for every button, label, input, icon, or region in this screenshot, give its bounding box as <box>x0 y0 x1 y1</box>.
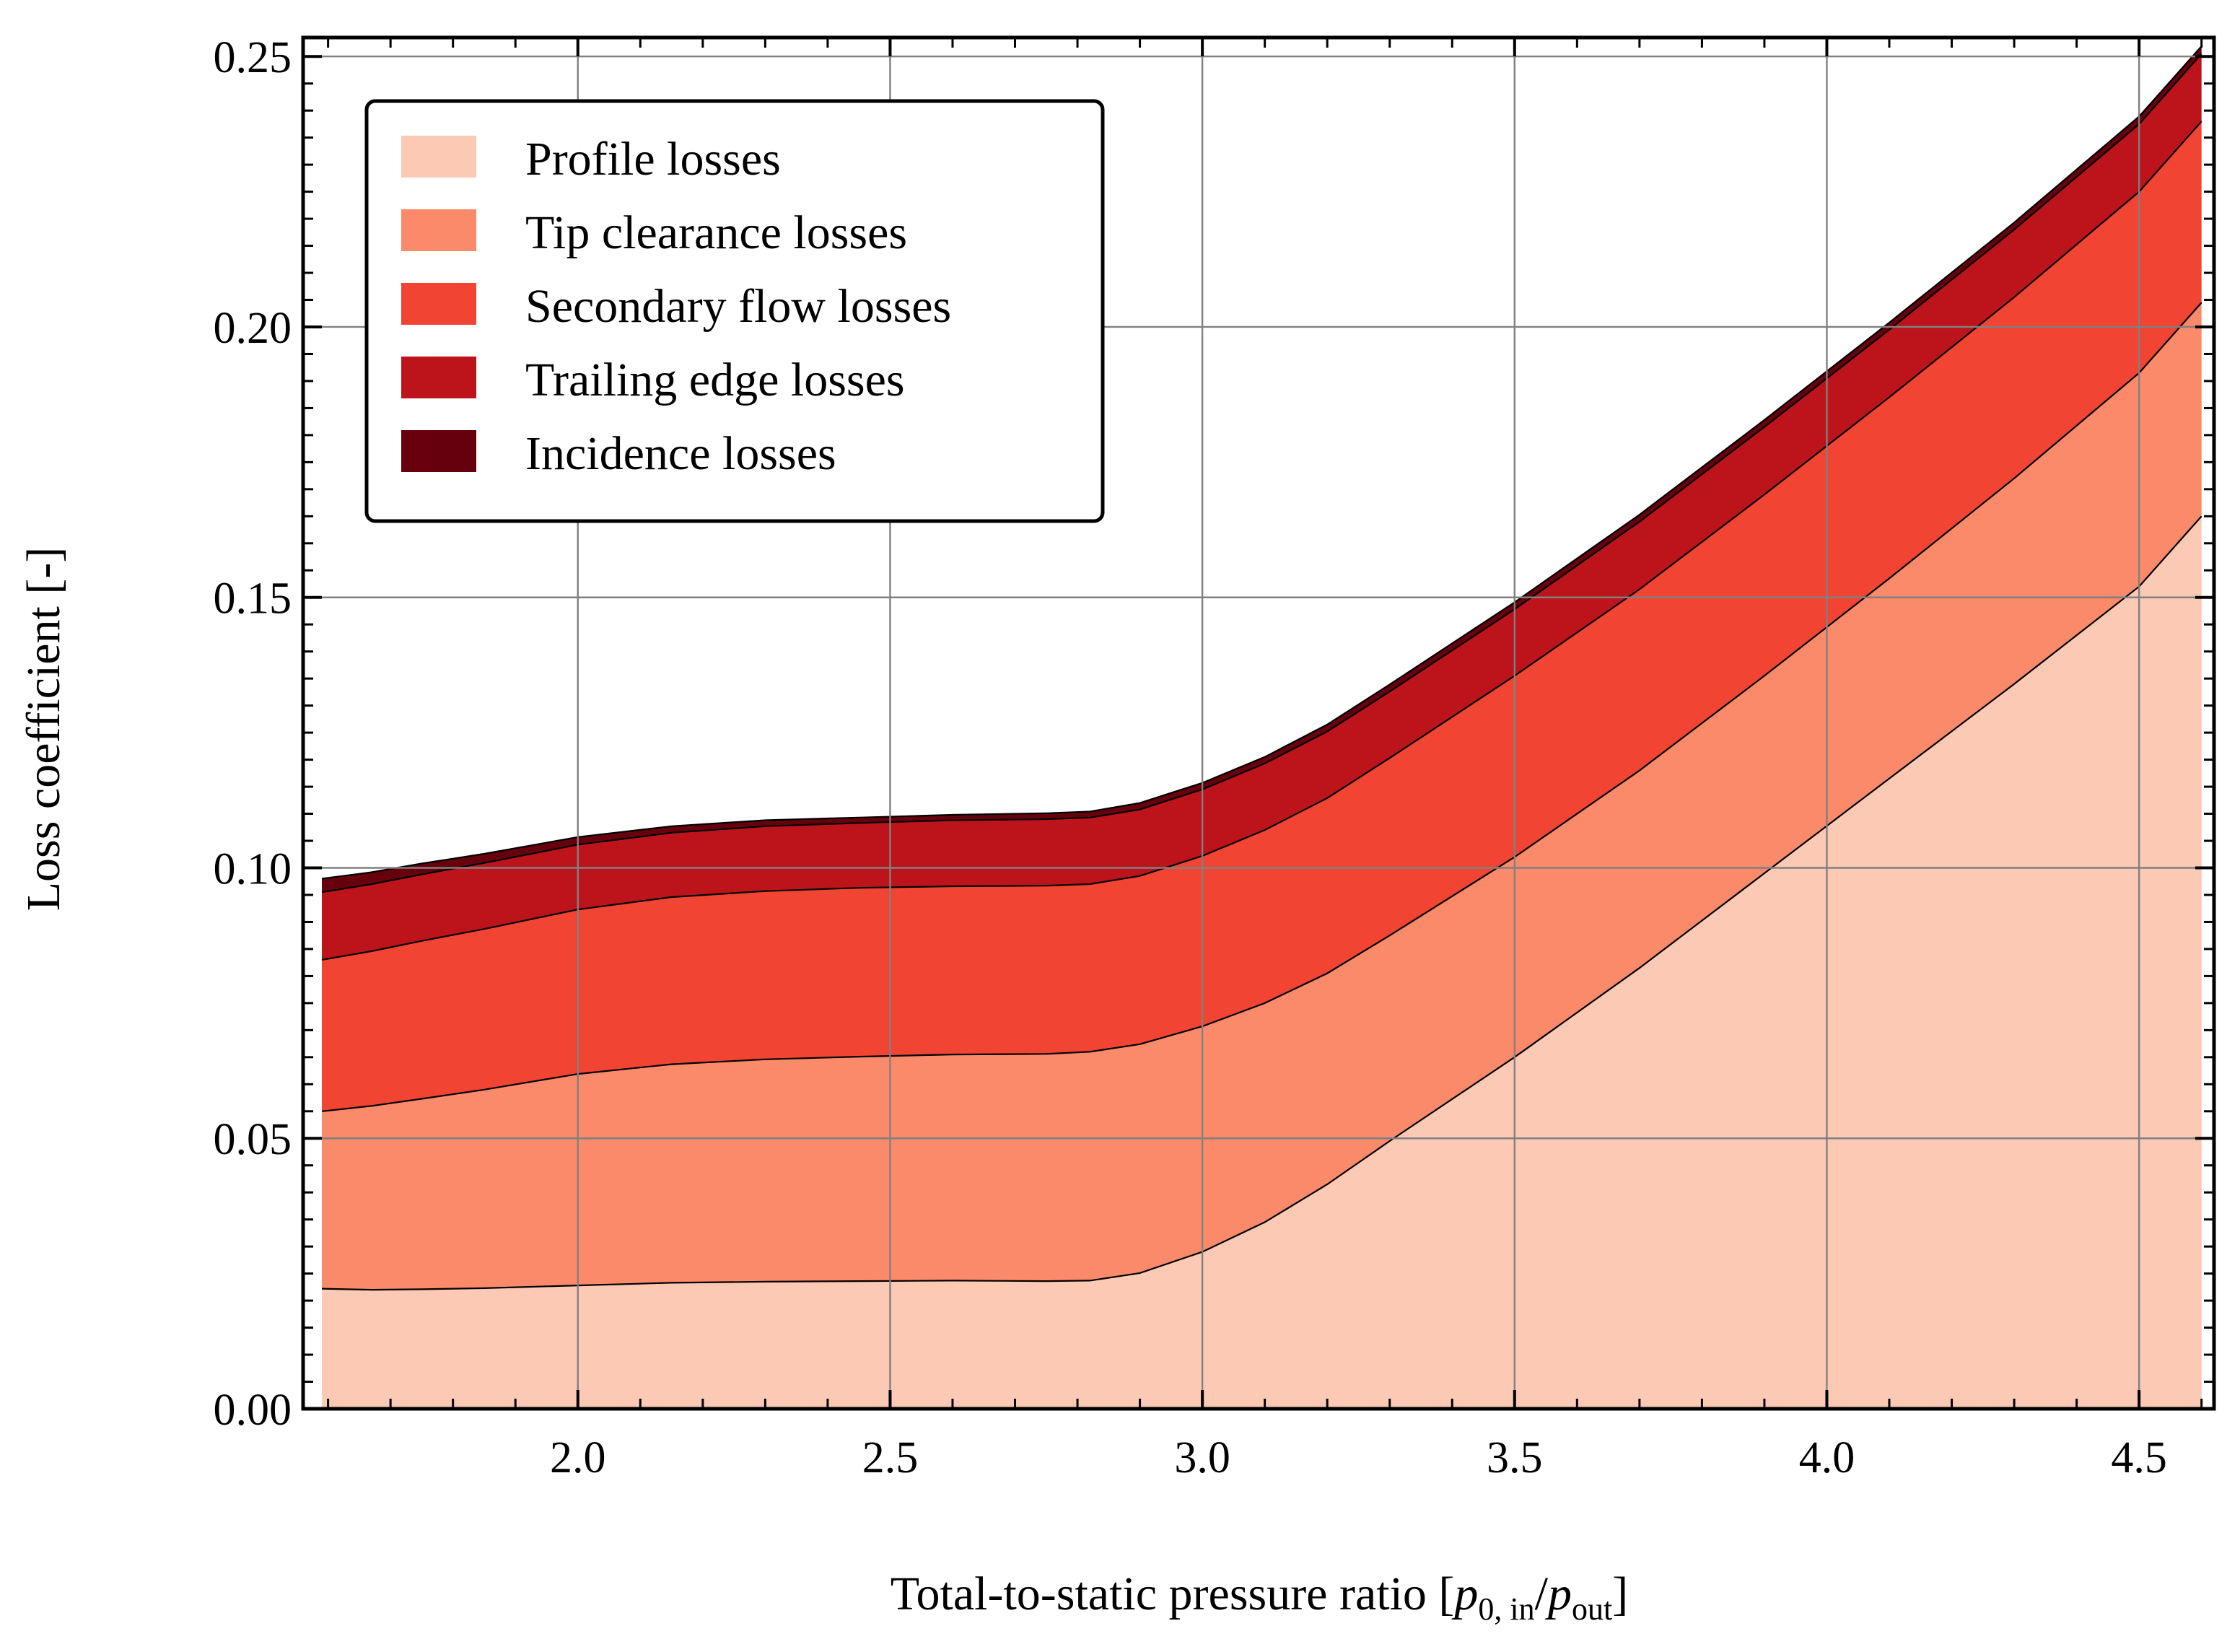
series-boundary-lines <box>321 45 2202 1291</box>
boundary-tip-clearance-losses <box>321 302 2202 1112</box>
legend-swatch <box>401 430 476 472</box>
y-axis-label: Loss coefficient [-] <box>17 547 70 912</box>
x-axis-label-p2: p <box>1545 1568 1572 1620</box>
legend-label: Incidence losses <box>525 427 836 480</box>
x-axis-label-close: ] <box>1612 1568 1628 1620</box>
y-tick-label: 0.20 <box>214 304 292 353</box>
boundary-secondary-flow-losses <box>321 121 2202 961</box>
x-axis-label-slash: / <box>1535 1568 1549 1620</box>
legend-item-incidence-losses: Incidence losses <box>401 427 836 480</box>
legend-label: Trailing edge losses <box>525 354 905 406</box>
boundary-trailing-edge-losses <box>321 53 2202 893</box>
area-trailing-edge-losses <box>322 53 2202 960</box>
x-tick-labels: 2.0 2.5 3.0 3.5 4.0 4.5 <box>550 1433 2167 1482</box>
area-secondary-flow-losses <box>322 121 2202 1111</box>
legend-swatch <box>401 136 476 178</box>
x-axis-label-main: Total-to-static pressure ratio [ <box>891 1568 1455 1620</box>
y-tick-label: 0.25 <box>214 33 292 82</box>
x-axis-label-sub1: 0, in <box>1478 1591 1534 1627</box>
boundary-profile-losses <box>321 515 2202 1291</box>
y-tick-label: 0.10 <box>214 844 292 893</box>
x-tick-label: 4.0 <box>1799 1433 1855 1482</box>
stacked-areas <box>322 46 2202 1409</box>
x-axis-label-sub2: out <box>1572 1591 1612 1627</box>
legend-frame <box>364 99 1105 523</box>
x-tick-label: 3.0 <box>1174 1433 1230 1482</box>
legend-swatch <box>401 283 476 325</box>
x-axis-label: Total-to-static pressure ratio [p0, in/p… <box>891 1568 1628 1627</box>
y-tick-label: 0.15 <box>214 574 292 624</box>
y-tick-label: 0.00 <box>214 1386 292 1435</box>
boundary-incidence-losses <box>321 45 2202 880</box>
legend-item-tip-clearance-losses: Tip clearance losses <box>401 206 907 259</box>
x-tick-label: 2.0 <box>550 1433 606 1482</box>
area-tip-clearance-losses <box>322 302 2202 1290</box>
legend-label: Secondary flow losses <box>525 280 951 333</box>
area-profile-losses <box>322 516 2202 1409</box>
x-axis-label-p1: p <box>1451 1568 1478 1620</box>
y-tick-labels: 0.00 0.05 0.10 0.15 0.20 0.25 <box>214 33 292 1435</box>
x-tick-label: 3.5 <box>1487 1433 1543 1482</box>
plot-frame <box>301 35 2216 1411</box>
legend-swatch <box>401 357 476 398</box>
legend-label: Profile losses <box>525 133 781 185</box>
y-tick-label: 0.05 <box>214 1115 292 1164</box>
legend-item-secondary-flow-losses: Secondary flow losses <box>401 280 951 333</box>
legend-items: Profile losses Tip clearance losses Second… <box>401 133 951 480</box>
legend-item-trailing-edge-losses: Trailing edge losses <box>401 354 905 406</box>
x-tick-label: 2.5 <box>862 1433 919 1482</box>
legend-item-profile-losses: Profile losses <box>401 133 781 185</box>
x-tick-label: 4.5 <box>2111 1433 2167 1482</box>
legend-swatch <box>401 209 476 251</box>
legend: Profile losses Tip clearance losses Second… <box>364 99 1105 523</box>
legend-label: Tip clearance losses <box>525 206 907 259</box>
